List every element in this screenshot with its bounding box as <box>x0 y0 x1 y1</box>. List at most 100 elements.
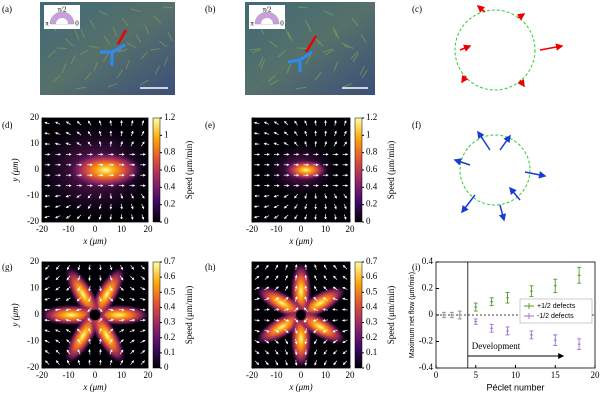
x-tick-label: 5 <box>474 370 479 380</box>
flow-arrow <box>109 286 113 292</box>
error-bar <box>577 338 582 350</box>
flow-arrow <box>274 275 279 281</box>
flow-arrow <box>294 120 298 126</box>
flow-arrow <box>109 120 113 126</box>
x-tick-label: -20 <box>246 224 258 234</box>
x-tick-label: 10 <box>117 370 127 380</box>
texture <box>135 33 142 43</box>
texture <box>47 50 56 58</box>
colorbar-tick-label: 0 <box>164 216 169 226</box>
texture <box>144 24 150 35</box>
flow-arrow <box>120 203 123 210</box>
colorbar-tick-label: 1.2 <box>164 112 175 122</box>
flow-arrow <box>263 215 270 219</box>
colorbar-tick-label: 1 <box>164 129 169 139</box>
flow-arrow <box>294 141 298 147</box>
flow-arrow <box>130 349 135 355</box>
colorbar-tick-label: 1.2 <box>366 112 377 122</box>
flow-arrow <box>66 349 71 355</box>
texture <box>267 74 276 83</box>
speed-blob <box>89 309 101 321</box>
flow-arrow <box>294 349 298 356</box>
flow-arrow <box>65 329 71 333</box>
flow-arrow <box>54 297 61 301</box>
flow-arrow <box>141 203 145 210</box>
texture <box>84 72 92 81</box>
colorbar-tick-label: 0.8 <box>366 147 378 157</box>
flow-arrow <box>274 264 279 270</box>
flow-arrow <box>314 339 318 345</box>
flow-arrow <box>98 193 102 200</box>
texture <box>286 63 292 74</box>
flow-arrow <box>294 204 298 210</box>
flow-arrow <box>253 205 260 208</box>
flow-arrow <box>118 308 125 312</box>
micrograph: π/2 π 0 <box>245 2 375 95</box>
flow-arrow <box>65 318 72 322</box>
texture <box>249 48 260 51</box>
y-tick-label: 10 <box>30 283 40 293</box>
flow-arrow <box>130 203 134 210</box>
error-bar <box>505 326 510 336</box>
flow-arrow <box>98 130 102 137</box>
colorbar-tick-label: 0 <box>164 362 169 372</box>
inset-label: 0 <box>75 20 79 28</box>
flow-arrow <box>334 203 337 210</box>
flow-arrow <box>130 120 134 126</box>
texture <box>158 40 168 48</box>
y-tick-label: -20 <box>27 216 39 226</box>
flow-arrow <box>254 360 260 365</box>
flow-arrow <box>55 339 61 344</box>
flow-arrow <box>88 275 92 282</box>
flow-arrow <box>294 338 298 345</box>
x-tick-label: -10 <box>63 370 75 380</box>
flow-arrow <box>312 308 319 311</box>
error-bar <box>553 278 558 293</box>
flow-arrow <box>119 359 124 366</box>
panel-label: (b) <box>205 4 216 14</box>
flow-arrow <box>322 308 329 311</box>
x-tick-label: 0 <box>93 370 98 380</box>
error-bar <box>489 323 494 333</box>
y-tick-label: 0 <box>35 309 40 319</box>
flow-arrow <box>76 328 82 333</box>
heatmap <box>42 262 148 368</box>
texture <box>112 26 118 37</box>
speed-blob <box>296 309 306 321</box>
flow-arrow <box>333 360 338 366</box>
error-bar <box>489 297 494 307</box>
flow-arrow <box>332 329 338 333</box>
flow-arrow <box>98 140 102 147</box>
colorbar-label: Speed (μm/min) <box>386 141 396 200</box>
texture <box>361 69 368 79</box>
texture <box>334 29 340 40</box>
flow-arrow <box>76 318 82 322</box>
flow-arrow <box>65 132 71 136</box>
x-axis-label: x (μm) <box>82 382 106 392</box>
flow-arrow <box>65 142 71 146</box>
x-tick-label: -10 <box>271 370 283 380</box>
flow-arrow <box>332 318 338 322</box>
texture <box>314 72 322 81</box>
flow-arrow <box>88 296 91 303</box>
flow-arrow <box>322 319 329 322</box>
texture <box>139 79 149 86</box>
flow-arrow <box>77 264 81 271</box>
flow-arrow <box>141 141 145 147</box>
flow-arrow <box>44 276 50 280</box>
flow-arrow <box>313 296 318 302</box>
colorbar-tick-label: 0.6 <box>164 271 176 281</box>
texture <box>98 10 109 16</box>
colorbar-tick-label: 0.5 <box>164 286 176 296</box>
flow-arrow <box>99 296 102 303</box>
flow-arrow <box>322 329 328 333</box>
x-tick-label: 10 <box>321 224 331 234</box>
colorbar-tick-label: 0 <box>366 362 371 372</box>
x-tick-label: -20 <box>36 370 48 380</box>
flow-arrow <box>323 286 328 291</box>
flow-arrow <box>283 204 289 209</box>
colorbar-tick-label: 0.7 <box>164 256 176 266</box>
colorbar-tick-label: 0.2 <box>366 332 377 342</box>
texture <box>75 86 86 90</box>
error-bar <box>505 292 510 304</box>
